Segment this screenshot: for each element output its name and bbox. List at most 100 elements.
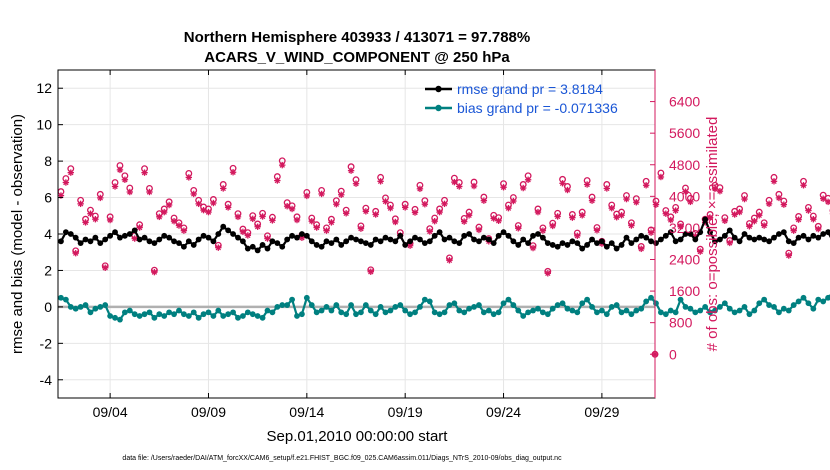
obs-assimilated-stroke bbox=[717, 188, 723, 194]
obs-assimilated-point bbox=[780, 201, 788, 208]
obs-assimilated-stroke bbox=[417, 186, 423, 192]
obs-assimilated-point bbox=[662, 210, 670, 217]
bias-point bbox=[220, 313, 227, 319]
obs-assimilated-point bbox=[293, 216, 301, 224]
rmse-point bbox=[397, 232, 404, 239]
obs-assimilated-point bbox=[539, 227, 547, 234]
obs-assimilated-point bbox=[815, 225, 822, 233]
bias-point bbox=[505, 296, 512, 303]
bias-point bbox=[712, 307, 718, 314]
rmse-point bbox=[62, 229, 69, 236]
obs-assimilated-stroke bbox=[412, 209, 418, 216]
obs-assimilated-point bbox=[623, 195, 630, 203]
obs-assimilated-stroke bbox=[800, 182, 807, 188]
rmse-point bbox=[195, 236, 202, 243]
obs-assimilated-point bbox=[765, 200, 773, 208]
bias-point bbox=[623, 307, 630, 314]
rmse-point bbox=[766, 238, 772, 245]
x-tick-label: 09/24 bbox=[486, 404, 521, 420]
obs-assimilated-stroke bbox=[387, 205, 394, 211]
obs-assimilated-point bbox=[554, 213, 561, 220]
obs-assimilated-stroke bbox=[309, 218, 315, 224]
x-axis-label: Sep.01,2010 00:00:00 start bbox=[267, 428, 449, 445]
obs-assimilated-stroke bbox=[805, 207, 812, 214]
obs-assimilated-point bbox=[175, 222, 183, 229]
bias-point bbox=[480, 309, 487, 316]
obs-assimilated-stroke bbox=[613, 214, 620, 220]
legend: rmse grand pr = 3.8184 bias grand pr = -0… bbox=[425, 81, 618, 116]
rmse-point bbox=[230, 231, 236, 237]
obs-assimilated-stroke bbox=[722, 218, 728, 224]
obs-assimilated-stroke bbox=[377, 178, 384, 185]
rmse-point bbox=[112, 229, 118, 236]
bias-point bbox=[180, 311, 187, 318]
rmse-point bbox=[417, 236, 423, 243]
obs-assimilated-point bbox=[731, 211, 738, 218]
obs-assimilated-stroke bbox=[92, 216, 99, 222]
rmse-point bbox=[441, 236, 448, 243]
obs-assimilated-point bbox=[347, 167, 355, 174]
bias-point bbox=[515, 307, 522, 314]
obs-assimilated-stroke bbox=[284, 203, 290, 209]
obs-assimilated-point bbox=[711, 185, 719, 193]
rmse-point bbox=[92, 234, 99, 241]
rmse-point bbox=[756, 234, 763, 241]
chart-title: Northern Hemisphere 403933 / 413071 = 97… bbox=[184, 29, 530, 46]
obs-assimilated-stroke bbox=[407, 242, 413, 249]
rmse-point bbox=[190, 242, 197, 248]
bias-point bbox=[648, 294, 654, 301]
bias-point bbox=[185, 313, 192, 319]
obs-assimilated-point bbox=[510, 197, 517, 205]
bias-point bbox=[62, 296, 69, 303]
rmse-point bbox=[613, 245, 620, 252]
rmse-point bbox=[235, 234, 241, 241]
obs-assimilated-stroke bbox=[815, 226, 821, 232]
bias-point bbox=[795, 298, 802, 305]
obs-assimilated-stroke bbox=[574, 233, 581, 239]
rmse-point bbox=[72, 234, 79, 241]
bias-point bbox=[466, 305, 473, 312]
obs-assimilated-stroke bbox=[245, 232, 251, 239]
obs-assimilated-stroke bbox=[530, 245, 536, 251]
rmse-point bbox=[731, 234, 738, 241]
obs-assimilated-point bbox=[392, 218, 399, 226]
obs-assimilated-stroke bbox=[697, 248, 703, 255]
obs-assimilated-stroke bbox=[279, 162, 285, 168]
obs-assimilated-stroke bbox=[456, 183, 462, 190]
obs-assimilated-point bbox=[411, 209, 419, 216]
obs-assimilated-stroke bbox=[776, 195, 782, 201]
bias-point bbox=[372, 311, 379, 318]
rmse-point bbox=[220, 223, 227, 230]
obs-assimilated-point bbox=[470, 182, 478, 190]
bias-point bbox=[603, 311, 610, 318]
obs-assimilated-stroke bbox=[102, 265, 108, 271]
bias-point bbox=[677, 296, 684, 303]
y-tick-label: 2 bbox=[44, 262, 52, 278]
bias-point bbox=[87, 309, 94, 316]
obs-assimilated-point bbox=[460, 218, 468, 225]
rmse-point bbox=[682, 231, 689, 237]
rmse-point bbox=[530, 232, 536, 239]
obs-assimilated-stroke bbox=[259, 213, 266, 220]
rmse-point bbox=[387, 236, 394, 243]
obs-assimilated-point bbox=[367, 268, 374, 275]
obs-assimilated-point bbox=[549, 222, 556, 230]
y2-tick-label: 3200 bbox=[669, 220, 700, 236]
obs-assimilated-point bbox=[500, 184, 507, 191]
rmse-point bbox=[210, 238, 217, 245]
bias-point bbox=[446, 302, 453, 308]
obs-assimilated-stroke bbox=[466, 212, 472, 218]
y-tick-label: 6 bbox=[44, 190, 52, 206]
obs-assimilated-point bbox=[795, 216, 802, 223]
obs-assimilated-point bbox=[210, 199, 217, 207]
bias-point bbox=[658, 309, 664, 316]
rmse-point bbox=[171, 238, 177, 245]
obs-assimilated-stroke bbox=[141, 169, 148, 176]
rmse-point bbox=[141, 234, 148, 241]
obs-assimilated-stroke bbox=[127, 189, 133, 195]
obs-assimilated-point bbox=[677, 223, 684, 230]
obs-assimilated-point bbox=[805, 207, 812, 214]
bias-point bbox=[530, 307, 536, 314]
rmse-point bbox=[269, 238, 276, 245]
obs-assimilated-stroke bbox=[210, 200, 217, 206]
